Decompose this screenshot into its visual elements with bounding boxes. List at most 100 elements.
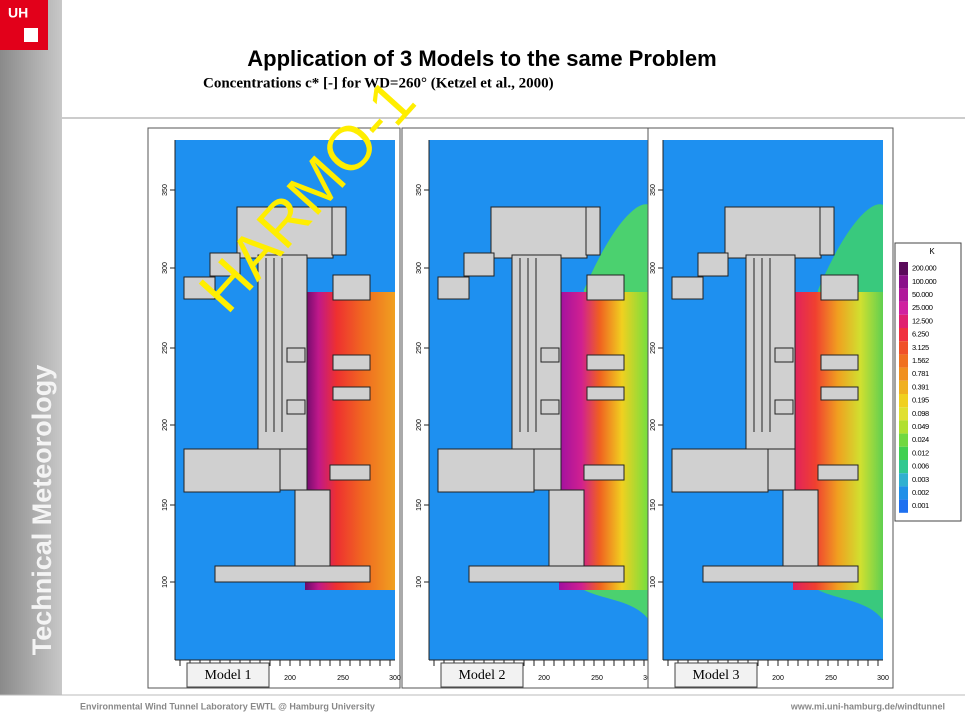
x-tick-label: 200 (772, 675, 784, 682)
footer-left: Environmental Wind Tunnel Laboratory EWT… (80, 701, 375, 711)
legend-label: 0.391 (912, 382, 929, 391)
building (821, 275, 858, 300)
building (333, 387, 370, 400)
building (587, 387, 624, 400)
x-tick-label: 250 (825, 675, 837, 682)
legend-swatch (899, 328, 908, 341)
y-tick-label: 200 (650, 419, 657, 431)
building (184, 449, 280, 492)
building (821, 387, 858, 400)
legend-swatch (899, 302, 908, 315)
building (491, 207, 587, 258)
y-tick-label: 100 (416, 576, 423, 588)
legend-label: 0.024 (912, 435, 929, 444)
building (541, 400, 559, 414)
y-tick-label: 300 (650, 262, 657, 274)
y-tick-label: 100 (162, 576, 169, 588)
building (698, 253, 728, 276)
building (672, 277, 703, 299)
building (215, 566, 370, 582)
legend-label: 100.000 (912, 277, 937, 286)
building (586, 207, 600, 255)
y-tick-label: 150 (416, 499, 423, 511)
y-tick-label: 100 (650, 576, 657, 588)
building (783, 490, 818, 568)
legend-label: 25.000 (912, 303, 933, 312)
building (330, 465, 370, 480)
building (820, 207, 834, 255)
title: Application of 3 Models to the same Prob… (247, 46, 716, 71)
building (672, 449, 768, 492)
x-tick-label: 300 (877, 675, 889, 682)
building (587, 355, 624, 370)
footer-right: www.mi.uni-hamburg.de/windtunnel (790, 701, 945, 711)
legend-swatch (899, 368, 908, 381)
building (287, 348, 305, 362)
logo-emblem (24, 28, 38, 42)
legend-swatch (899, 288, 908, 301)
y-tick-label: 350 (162, 184, 169, 196)
building (333, 275, 370, 300)
legend-label: 200.000 (912, 264, 937, 273)
model-label: Model 3 (692, 668, 739, 683)
building (287, 400, 305, 414)
model-panel: 350 300 250 200 150 100 200 250 300 Model 2 (402, 128, 655, 688)
legend-label: 0.006 (912, 462, 929, 471)
sidebar-text: Technical Meteorology (27, 365, 57, 656)
legend-label: 0.098 (912, 409, 929, 418)
x-tick-label: 250 (337, 675, 349, 682)
legend-swatch (899, 354, 908, 367)
legend-label: 0.195 (912, 396, 929, 405)
legend-swatch (899, 341, 908, 354)
legend-swatch (899, 500, 908, 513)
slide: UH Technical Meteorology Application of … (0, 0, 965, 719)
legend-label: 3.125 (912, 343, 929, 352)
model-label: Model 1 (204, 668, 251, 683)
y-tick-label: 300 (416, 262, 423, 274)
legend-title: K (929, 247, 935, 256)
building (295, 490, 330, 568)
y-tick-label: 150 (650, 499, 657, 511)
x-tick-label: 200 (284, 675, 296, 682)
building (725, 207, 821, 258)
building (534, 449, 561, 490)
legend-swatch (899, 381, 908, 394)
legend-swatch (899, 447, 908, 460)
y-tick-label: 250 (650, 342, 657, 354)
y-tick-label: 350 (650, 184, 657, 196)
building (587, 275, 624, 300)
model-label: Model 2 (458, 668, 505, 683)
building (775, 348, 793, 362)
legend-label: 0.049 (912, 422, 929, 431)
legend-swatch (899, 486, 908, 499)
building (549, 490, 584, 568)
building (775, 400, 793, 414)
legend-label: 0.002 (912, 488, 929, 497)
y-tick-label: 250 (162, 342, 169, 354)
y-tick-label: 200 (416, 419, 423, 431)
legend-swatch (899, 262, 908, 275)
building (464, 253, 494, 276)
x-tick-label: 200 (538, 675, 550, 682)
building (333, 355, 370, 370)
x-tick-label: 250 (591, 675, 603, 682)
legend-swatch (899, 420, 908, 433)
legend-label: 0.001 (912, 501, 929, 510)
legend-label: 6.250 (912, 330, 929, 339)
legend-swatch (899, 407, 908, 420)
y-tick-label: 350 (416, 184, 423, 196)
y-tick-label: 300 (162, 262, 169, 274)
legend-swatch (899, 275, 908, 288)
building (438, 277, 469, 299)
y-tick-label: 200 (162, 419, 169, 431)
building (584, 465, 624, 480)
building (541, 348, 559, 362)
legend-label: 0.003 (912, 475, 929, 484)
model-panel: 350 300 250 200 150 100 200 250 300 Model 3 (648, 128, 893, 688)
legend-label: 12.500 (912, 316, 933, 325)
y-tick-label: 150 (162, 499, 169, 511)
legend-swatch (899, 315, 908, 328)
building (280, 449, 307, 490)
legend: K 200.000 100.000 50.000 25.000 12.500 6.250 3.… (895, 243, 961, 521)
legend-label: 50.000 (912, 290, 933, 299)
